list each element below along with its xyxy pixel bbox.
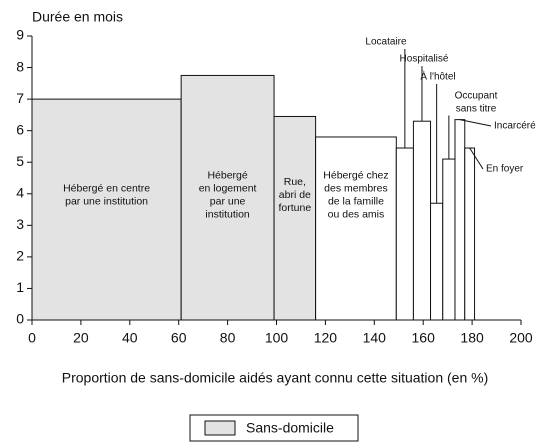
bar-label: À l'hôtel — [420, 70, 455, 83]
bar — [395, 147, 414, 321]
y-tick-label: 9 — [16, 27, 24, 43]
bar — [464, 147, 476, 321]
bar-label: En foyer — [486, 164, 524, 175]
leader-line — [459, 119, 492, 127]
bar-label: Rue, abri de fortune — [278, 176, 311, 214]
bar-label: Hébergé chez des membres de la famille ou d… — [323, 169, 388, 220]
x-tick-label: 0 — [28, 330, 36, 346]
bar — [273, 115, 317, 321]
bar — [412, 120, 432, 321]
y-tick-label: 4 — [16, 184, 24, 200]
leader-line — [469, 147, 484, 170]
x-tick-label: 140 — [363, 330, 387, 346]
x-tick-label: 180 — [460, 330, 484, 346]
y-tick-label: 5 — [16, 153, 24, 169]
y-axis-title: Durée en mois — [32, 9, 123, 25]
bar — [31, 98, 182, 321]
x-tick-label: 20 — [73, 330, 89, 346]
y-tick-label: 8 — [16, 58, 24, 74]
x-tick-label: 40 — [122, 330, 138, 346]
bar-label: Locataire — [365, 37, 407, 48]
legend-swatch — [204, 420, 236, 436]
bar-label: Hébergé en logement par une institution — [199, 169, 257, 220]
x-tick-label: 100 — [265, 330, 289, 346]
y-tick-label: 0 — [16, 311, 24, 327]
y-tick-label: 1 — [16, 279, 24, 295]
x-tick-label: 80 — [220, 330, 236, 346]
y-tick-label: 3 — [16, 216, 24, 232]
y-tick-label: 7 — [16, 90, 24, 106]
x-tick-label: 160 — [412, 330, 436, 346]
bar-label: Occupant sans titre — [455, 90, 498, 114]
bar-label: Hébergé en centre par une institution — [63, 182, 150, 207]
legend-label: Sans-domicile — [246, 420, 334, 436]
x-tick-label: 60 — [171, 330, 187, 346]
bar-label: Incarcéré — [494, 121, 536, 132]
x-axis-title: Proportion de sans-domicile aidés ayant … — [62, 370, 488, 386]
x-tick-label: 120 — [314, 330, 338, 346]
bar — [442, 158, 456, 321]
x-tick-label: 200 — [509, 330, 533, 346]
y-tick-label: 2 — [16, 248, 24, 264]
bar — [430, 202, 444, 321]
bar — [315, 136, 397, 321]
bar — [180, 74, 275, 321]
bar — [454, 119, 466, 321]
y-tick-label: 6 — [16, 121, 24, 137]
bar-label: Hospitalisé — [400, 54, 449, 65]
